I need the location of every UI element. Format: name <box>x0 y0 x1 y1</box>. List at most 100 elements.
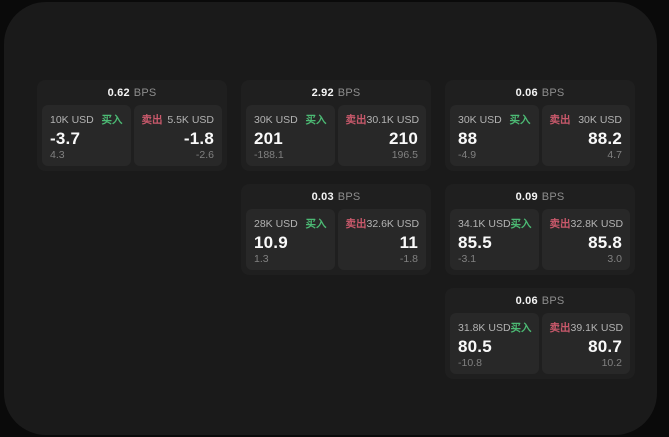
buy-tile-header: 34.1K USD 买入 <box>458 216 532 231</box>
sell-amount: 30.1K USD <box>366 113 420 126</box>
card-header: 0.03 BPS <box>241 184 431 209</box>
buy-label: 买入 <box>101 114 123 126</box>
sell-amount: 30K USD <box>578 113 622 126</box>
buy-tile[interactable]: 30K USD 买入 201 -188.1 <box>246 105 335 166</box>
sell-tile-header: 卖出 30K USD <box>550 112 623 127</box>
sell-amount: 5.5K USD <box>167 113 214 126</box>
buy-price: 201 <box>254 129 283 148</box>
sell-tile-header: 卖出 32.6K USD <box>345 216 420 231</box>
sell-amount: 32.8K USD <box>570 217 624 230</box>
sell-sub-value: 4.7 <box>607 149 622 161</box>
buy-price: 88 <box>458 129 478 148</box>
sell-tile-header: 卖出 32.8K USD <box>549 216 624 231</box>
quote-tiles: 31.8K USD 买入 80.5 -10.8 卖出 39.1K USD 80.… <box>445 313 635 379</box>
sell-price: 210 <box>389 129 418 148</box>
buy-sub-value: -4.9 <box>458 149 477 161</box>
bps-label: BPS <box>541 190 565 203</box>
sell-label: 卖出 <box>549 218 571 230</box>
buy-price: 80.5 <box>458 337 492 356</box>
buy-sub-value: -188.1 <box>254 149 284 161</box>
buy-tile-header: 31.8K USD 买入 <box>458 320 532 335</box>
sell-label: 卖出 <box>345 114 367 126</box>
quote-tiles: 10K USD 买入 -3.7 4.3 卖出 5.5K USD -1.8 -2.… <box>37 105 227 171</box>
bps-label: BPS <box>541 86 565 99</box>
card-header: 0.09 BPS <box>445 184 635 209</box>
bps-value: 2.92 <box>311 86 334 99</box>
buy-amount: 34.1K USD <box>458 217 511 230</box>
buy-label: 买入 <box>509 114 531 126</box>
buy-tile-header: 30K USD 买入 <box>458 112 531 127</box>
buy-tile-header: 30K USD 买入 <box>254 112 327 127</box>
sell-sub-value: -2.6 <box>195 149 214 161</box>
sell-sub-value: 3.0 <box>607 253 622 265</box>
sell-sub-value: 196.5 <box>391 149 418 161</box>
card-header: 0.06 BPS <box>445 288 635 313</box>
sell-sub-value: -1.8 <box>399 253 418 265</box>
buy-label: 买入 <box>305 114 327 126</box>
buy-label: 买入 <box>510 322 532 334</box>
buy-price: 85.5 <box>458 233 492 252</box>
buy-price: 10.9 <box>254 233 288 252</box>
buy-label: 买入 <box>305 218 327 230</box>
quote-tiles: 34.1K USD 买入 85.5 -3.1 卖出 32.8K USD 85.8… <box>445 209 635 275</box>
buy-sub-value: 4.3 <box>50 149 65 161</box>
sell-tile-header: 卖出 5.5K USD <box>142 112 215 127</box>
quote-card[interactable]: 0.09 BPS 34.1K USD 买入 85.5 -3.1 卖出 32.8K… <box>445 184 635 275</box>
buy-label: 买入 <box>510 218 532 230</box>
sell-price: -1.8 <box>183 129 214 148</box>
sell-price: 80.7 <box>588 337 622 356</box>
sell-tile[interactable]: 卖出 30.1K USD 210 196.5 <box>337 105 426 166</box>
quote-card[interactable]: 0.03 BPS 28K USD 买入 10.9 1.3 卖出 32.6K US… <box>241 184 431 275</box>
sell-label: 卖出 <box>141 114 163 126</box>
bps-value: 0.06 <box>515 86 538 99</box>
bps-value: 0.03 <box>311 190 334 203</box>
sell-price: 88.2 <box>588 129 622 148</box>
buy-sub-value: 1.3 <box>254 253 269 265</box>
buy-amount: 10K USD <box>50 113 94 126</box>
sell-amount: 39.1K USD <box>570 321 624 334</box>
sell-sub-value: 10.2 <box>601 357 622 369</box>
buy-tile[interactable]: 10K USD 买入 -3.7 4.3 <box>42 105 131 166</box>
sell-tile[interactable]: 卖出 32.6K USD 11 -1.8 <box>337 209 426 270</box>
buy-sub-value: -10.8 <box>458 357 482 369</box>
buy-price: -3.7 <box>50 129 81 148</box>
sell-tile[interactable]: 卖出 39.1K USD 80.7 10.2 <box>541 313 630 374</box>
sell-price: 11 <box>399 233 418 252</box>
buy-tile-header: 28K USD 买入 <box>254 216 327 231</box>
quote-tiles: 28K USD 买入 10.9 1.3 卖出 32.6K USD 11 -1.8 <box>241 209 431 275</box>
bps-value: 0.62 <box>107 86 130 99</box>
sell-tile[interactable]: 卖出 32.8K USD 85.8 3.0 <box>541 209 630 270</box>
sell-price: 85.8 <box>588 233 622 252</box>
card-header: 2.92 BPS <box>241 80 431 105</box>
sell-label: 卖出 <box>345 218 367 230</box>
buy-amount: 31.8K USD <box>458 321 511 334</box>
bps-label: BPS <box>133 86 157 99</box>
quote-card[interactable]: 0.06 BPS 31.8K USD 买入 80.5 -10.8 卖出 39.1… <box>445 288 635 379</box>
buy-sub-value: -3.1 <box>458 253 477 265</box>
buy-tile[interactable]: 30K USD 买入 88 -4.9 <box>450 105 539 166</box>
quote-card[interactable]: 0.06 BPS 30K USD 买入 88 -4.9 卖出 30K USD 8… <box>445 80 635 171</box>
quote-card[interactable]: 0.62 BPS 10K USD 买入 -3.7 4.3 卖出 5.5K USD… <box>37 80 227 171</box>
sell-tile[interactable]: 卖出 5.5K USD -1.8 -2.6 <box>133 105 222 166</box>
sell-tile[interactable]: 卖出 30K USD 88.2 4.7 <box>541 105 630 166</box>
card-header: 0.62 BPS <box>37 80 227 105</box>
quote-card[interactable]: 2.92 BPS 30K USD 买入 201 -188.1 卖出 30.1K … <box>241 80 431 171</box>
buy-tile[interactable]: 28K USD 买入 10.9 1.3 <box>246 209 335 270</box>
quotes-grid: 0.62 BPS 10K USD 买入 -3.7 4.3 卖出 5.5K USD… <box>37 80 635 379</box>
buy-tile[interactable]: 34.1K USD 买入 85.5 -3.1 <box>450 209 539 270</box>
quote-tiles: 30K USD 买入 201 -188.1 卖出 30.1K USD 210 1… <box>241 105 431 171</box>
sell-label: 卖出 <box>549 114 571 126</box>
bps-label: BPS <box>337 190 361 203</box>
buy-amount: 28K USD <box>254 217 298 230</box>
bps-value: 0.06 <box>515 294 538 307</box>
buy-tile[interactable]: 31.8K USD 买入 80.5 -10.8 <box>450 313 539 374</box>
bps-value: 0.09 <box>515 190 538 203</box>
buy-tile-header: 10K USD 买入 <box>50 112 123 127</box>
sell-label: 卖出 <box>549 322 571 334</box>
buy-amount: 30K USD <box>458 113 502 126</box>
quote-tiles: 30K USD 买入 88 -4.9 卖出 30K USD 88.2 4.7 <box>445 105 635 171</box>
sell-tile-header: 卖出 30.1K USD <box>345 112 420 127</box>
app-window: 0.62 BPS 10K USD 买入 -3.7 4.3 卖出 5.5K USD… <box>4 2 657 435</box>
bps-label: BPS <box>541 294 565 307</box>
buy-amount: 30K USD <box>254 113 298 126</box>
